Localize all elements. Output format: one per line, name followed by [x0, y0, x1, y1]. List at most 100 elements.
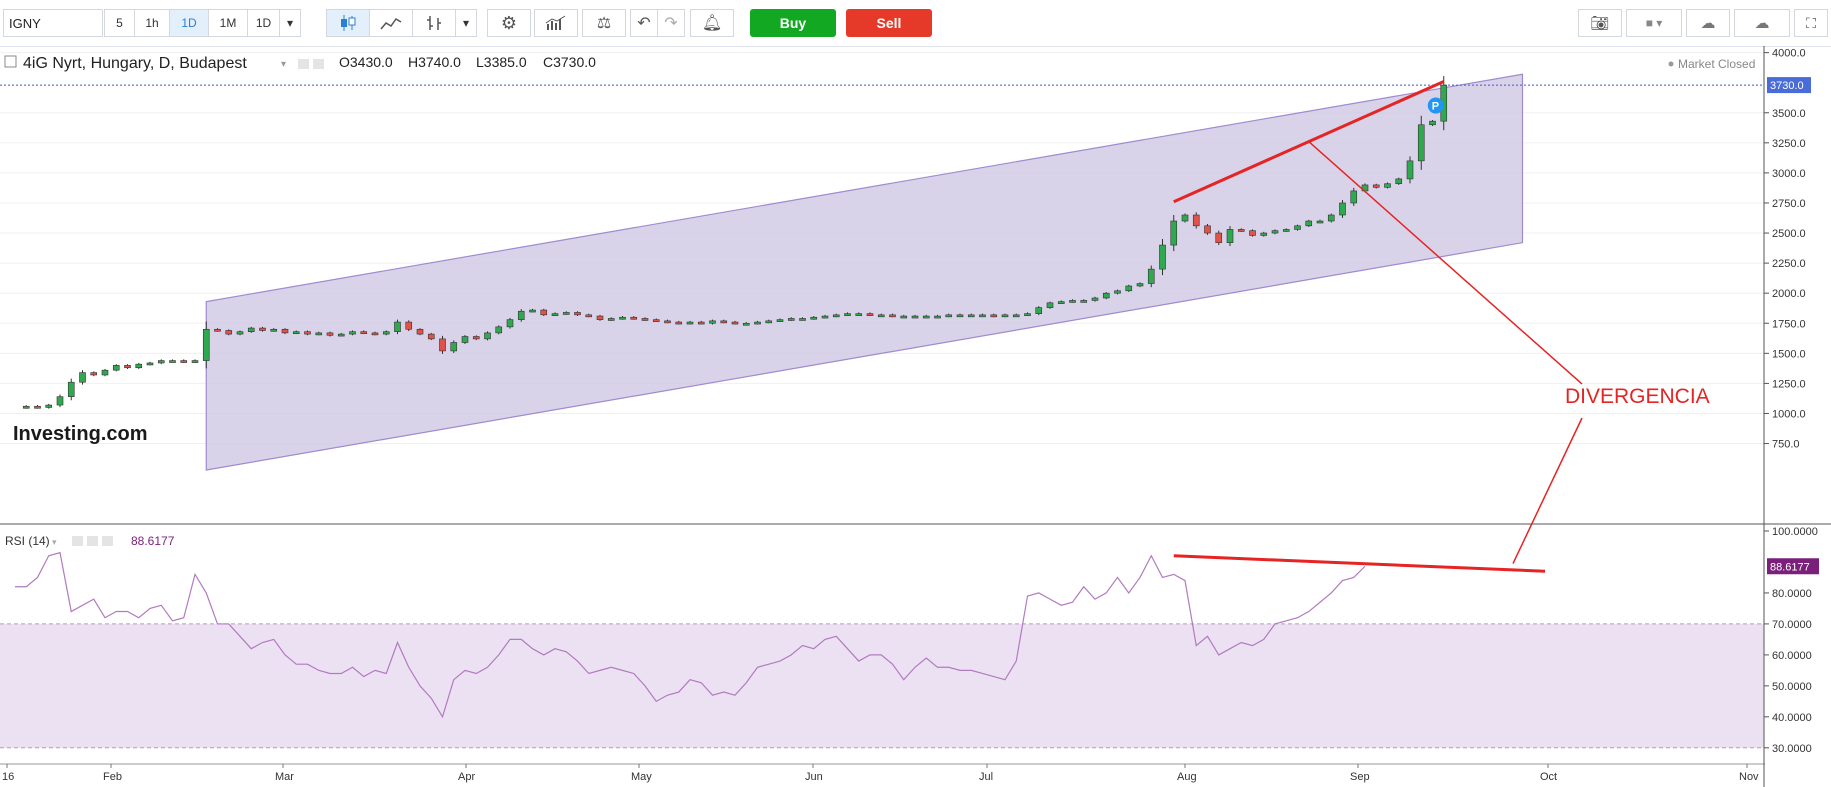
rsi-axis[interactable]: 30.0000 40.0000 50.0000 60.0000 70.0000 80.00… — [1764, 526, 1819, 755]
price-tick-label: 1250.0 — [1772, 378, 1806, 390]
rsi-band — [0, 623, 1764, 748]
candle-body — [1395, 178, 1403, 185]
candle-body — [79, 372, 86, 383]
price-tick-label: 3000.0 — [1772, 168, 1806, 180]
candle-body — [956, 314, 964, 318]
candle-body — [1181, 214, 1189, 222]
price-tick-label: 750.0 — [1772, 439, 1800, 451]
candle-body — [461, 336, 469, 343]
candle-body — [1350, 190, 1358, 204]
interval-1d-button[interactable]: 1D — [169, 9, 209, 37]
candle-body — [191, 360, 199, 363]
rsi-value-badge — [1767, 558, 1819, 575]
candle-body — [202, 328, 210, 361]
candle-body — [517, 310, 525, 320]
time-tick-label: Oct — [1540, 771, 1557, 783]
candle-body — [67, 381, 75, 397]
candle-body — [787, 318, 795, 321]
candle-body — [90, 372, 98, 376]
snapshot-button[interactable]: 📷︎ — [1578, 9, 1622, 37]
candle-body — [776, 319, 784, 322]
cloud-download-icon: ☁ — [1700, 15, 1716, 32]
candle-body — [922, 315, 930, 319]
candle-body — [247, 327, 255, 332]
settings-small-icon[interactable] — [313, 59, 324, 69]
fullscreen-button[interactable]: ⛶ — [1794, 9, 1828, 37]
bar-style-button[interactable] — [412, 9, 456, 37]
dropdown-icon: ▾ — [462, 16, 470, 30]
rsi-line[interactable] — [15, 551, 1366, 719]
chart-toolbar: IGNY 5 1h 1D 1M 1D ▾ ▾ ⚙ ⚖ ↶ ↷ 🔔︎ Buy Se… — [0, 0, 1831, 47]
candle-body — [574, 312, 581, 316]
candle-body — [742, 322, 750, 326]
candle-body — [427, 333, 435, 340]
price-divergence-line[interactable] — [1173, 80, 1445, 204]
load-chart-button[interactable]: ☁ — [1686, 9, 1730, 37]
buy-button[interactable]: Buy — [750, 9, 836, 37]
redo-icon: ↷ — [664, 15, 678, 32]
area-chart-icon — [380, 18, 402, 30]
interval-dropdown-button[interactable]: ▾ — [279, 9, 301, 37]
candles-style-button[interactable] — [326, 9, 370, 37]
time-tick-label: Jul — [979, 771, 993, 783]
area-style-button[interactable] — [369, 9, 413, 37]
candle-body — [1372, 184, 1380, 188]
settings-button[interactable]: ⚙ — [487, 9, 531, 37]
chart-area[interactable]: DIVERGENCIA P 750.0 1000.0 1250.0 1500.0 175… — [0, 46, 1831, 787]
rsi-dropdown-icon[interactable]: ▾ — [52, 537, 57, 547]
time-tick-label: Apr — [458, 771, 475, 783]
visibility-icon[interactable] — [298, 59, 309, 69]
candle-body — [720, 320, 728, 324]
candle-body — [472, 336, 480, 340]
chart-legend: 4iG Nyrt, Hungary, D, Budapest ▾ O3430.0… — [4, 54, 1755, 72]
rsi-divergence-line[interactable] — [1173, 554, 1546, 573]
candle-body — [855, 313, 863, 316]
candle-body — [652, 319, 660, 322]
candle-body — [731, 321, 739, 325]
price-axis[interactable]: 750.0 1000.0 1250.0 1500.0 1750.0 2000.0 2250.… — [1764, 48, 1811, 451]
time-tick-label: Jun — [805, 771, 823, 783]
price-channel[interactable] — [205, 73, 1524, 471]
interval-1m-button[interactable]: 1M — [208, 9, 248, 37]
candle-body — [1102, 292, 1110, 299]
candle-body — [495, 326, 503, 334]
interval-1h-button[interactable]: 1h — [134, 9, 170, 37]
legend-dropdown-icon[interactable]: ▾ — [281, 59, 286, 70]
undo-button[interactable]: ↶ — [630, 9, 658, 37]
candle-body — [562, 312, 570, 315]
candle-body — [1327, 214, 1335, 222]
candle-body — [1294, 225, 1301, 230]
candle-body — [765, 320, 773, 324]
interval-5-button[interactable]: 5 — [104, 9, 135, 37]
compare-button[interactable]: ⚖ — [582, 9, 626, 37]
rsi-close-icon[interactable] — [102, 536, 113, 546]
interval-1d-alt-button[interactable]: 1D — [247, 9, 280, 37]
candle-body — [281, 328, 289, 334]
save-chart-button[interactable]: ☁ — [1734, 9, 1790, 37]
candle-body — [1125, 285, 1133, 292]
alert-button[interactable]: 🔔︎ — [690, 9, 734, 37]
style-dropdown-button[interactable]: ▾ — [455, 9, 477, 37]
time-axis[interactable]: 16 Feb Mar Apr May Jun Jul Aug Sep Oct Nov — [2, 764, 1759, 783]
candle-body — [1091, 297, 1099, 301]
square-dropdown-icon: ■ ▾ — [1645, 16, 1663, 30]
symbol-input[interactable]: IGNY — [3, 9, 103, 37]
collapse-icon[interactable] — [4, 55, 17, 68]
candle-body — [1204, 225, 1211, 234]
candle-body — [394, 321, 401, 332]
candle-body — [439, 338, 446, 352]
redo-button[interactable]: ↷ — [657, 9, 685, 37]
divergence-annotation[interactable]: DIVERGENCIA — [1565, 385, 1710, 408]
p-badge[interactable]: P — [1427, 97, 1444, 114]
indicators-button[interactable] — [534, 9, 578, 37]
rsi-settings-icon[interactable] — [87, 536, 98, 546]
candle-body — [146, 362, 154, 366]
camera-icon: 📷︎ — [1590, 15, 1610, 32]
rsi-value-badge-label: 88.6177 — [1770, 561, 1810, 573]
layout-button[interactable]: ■ ▾ — [1626, 9, 1682, 37]
rsi-visibility-icon[interactable] — [72, 536, 83, 546]
sell-button[interactable]: Sell — [846, 9, 932, 37]
candle-body — [292, 331, 300, 334]
price-tick-label: 4000.0 — [1772, 48, 1806, 60]
candle-body — [821, 315, 829, 319]
